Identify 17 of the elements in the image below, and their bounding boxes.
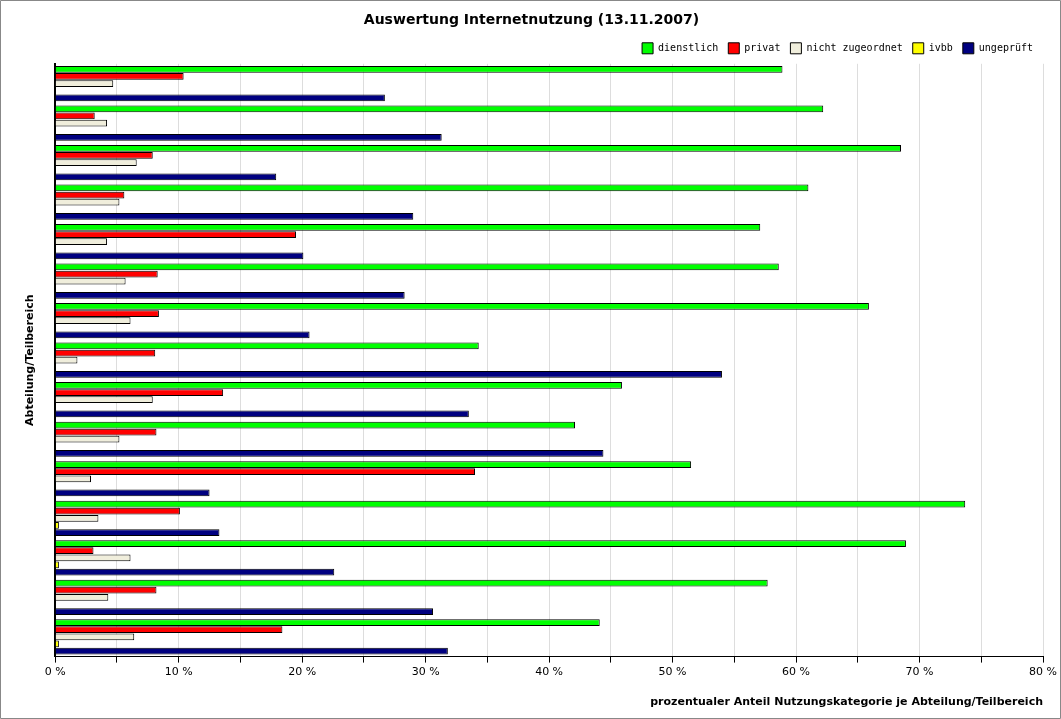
chart-title: Auswertung Internetnutzung (13.11.2007) bbox=[363, 11, 700, 28]
y-axis-title: Abteilung/Teilbereich bbox=[23, 294, 37, 426]
x-tick-label: 10 % bbox=[164, 665, 193, 679]
legend-label: ungeprüft bbox=[978, 41, 1033, 53]
x-tick-label: 60 % bbox=[782, 665, 811, 679]
x-tick-label: 50 % bbox=[658, 665, 687, 679]
legend-label: dienstlich bbox=[658, 41, 719, 53]
legend-label: nicht zugeordnet bbox=[806, 41, 903, 53]
x-tick-label: 70 % bbox=[905, 665, 934, 679]
x-tick-label: 0 % bbox=[44, 665, 66, 679]
legend-label: privat bbox=[744, 41, 781, 53]
legend-label: ivbb bbox=[928, 41, 953, 53]
x-tick-label: 30 % bbox=[411, 665, 440, 679]
x-tick-label: 80 % bbox=[1029, 665, 1057, 679]
x-tick-label: 40 % bbox=[535, 665, 564, 679]
x-axis-title: prozentualer Anteil Nutzungskategorie je Abteilung/Teilbereich bbox=[650, 695, 1043, 709]
x-tick-label: 20 % bbox=[288, 665, 317, 679]
